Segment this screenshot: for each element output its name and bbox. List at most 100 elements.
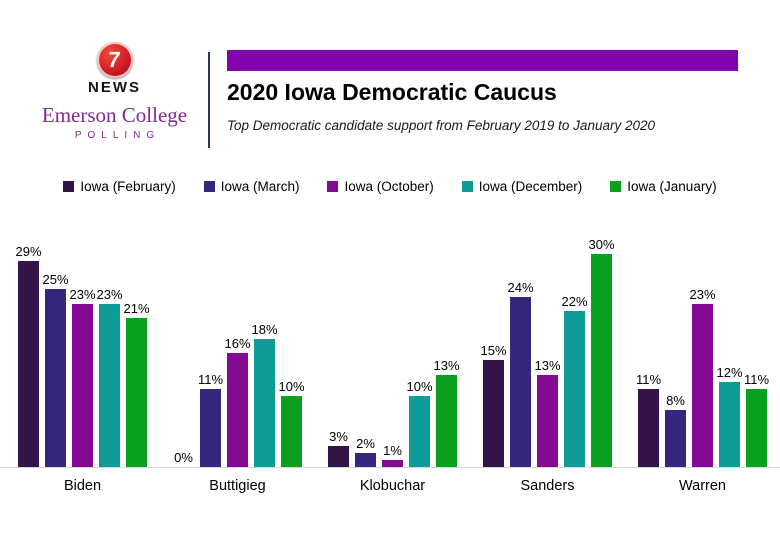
bar-buttigieg-4 (254, 339, 275, 467)
bar-slot: 12% (716, 228, 743, 467)
bar-value-label: 11% (635, 372, 662, 387)
legend-swatch-icon (327, 181, 339, 192)
legend-item: Iowa (October) (327, 179, 434, 194)
bar-warren-2 (665, 410, 686, 467)
bar-value-label: 3% (329, 429, 348, 444)
news7-logo-icon: 7 (96, 42, 133, 78)
bar-value-label: 24% (507, 280, 534, 295)
bar-buttigieg-3 (227, 353, 248, 467)
header-accent-bar (227, 50, 738, 71)
bar-value-label: 10% (278, 379, 305, 394)
news-wordmark: NEWS (88, 79, 141, 96)
category-label: Sanders (520, 478, 575, 494)
bar-group-buttigieg: 0% 11% 16% 18% 10% Buttigieg (173, 228, 305, 500)
bar-value-label: 23% (96, 287, 123, 302)
chart-legend: Iowa (February) Iowa (March) Iowa (October… (0, 179, 780, 194)
legend-label: Iowa (December) (478, 179, 583, 194)
bar-value-label: 11% (197, 372, 224, 387)
bar-value-label: 8% (666, 393, 685, 408)
bar-klobuchar-1 (328, 446, 349, 467)
bar-slot: 11% (635, 228, 662, 467)
bar-slot: 22% (561, 228, 588, 467)
bar-group-bars: 3% 2% 1% 10% 13% (328, 228, 460, 467)
bar-value-label: 10% (406, 379, 433, 394)
bar-slot: 3% (328, 228, 349, 467)
bar-slot: 23% (689, 228, 716, 467)
bar-slot: 16% (224, 228, 251, 467)
page-title: 2020 Iowa Democratic Caucus (227, 79, 557, 105)
bar-group-warren: 11% 8% 23% 12% 11% Warren (635, 228, 769, 500)
bar-slot: 30% (588, 228, 615, 467)
legend-swatch-icon (610, 181, 622, 192)
bar-slot: 23% (69, 228, 96, 467)
bar-slot: 0% (173, 228, 194, 467)
bar-slot: 10% (406, 228, 433, 467)
bar-klobuchar-3 (382, 460, 403, 467)
bar-group-bars: 11% 8% 23% 12% 11% (635, 228, 769, 467)
bar-warren-5 (746, 389, 767, 467)
legend-item: Iowa (February) (63, 179, 176, 194)
bar-slot: 29% (15, 228, 42, 467)
bar-slot: 23% (96, 228, 123, 467)
bar-sanders-4 (564, 311, 585, 467)
legend-item: Iowa (January) (610, 179, 717, 194)
bar-buttigieg-2 (200, 389, 221, 467)
polling-wordmark: POLLING (74, 130, 161, 141)
bar-slot: 11% (197, 228, 224, 467)
bar-sanders-5 (591, 254, 612, 467)
legend-swatch-icon (203, 181, 215, 192)
bar-slot: 13% (534, 228, 561, 467)
bar-slot: 15% (480, 228, 507, 467)
bar-slot: 13% (433, 228, 460, 467)
legend-label: Iowa (February) (80, 179, 176, 194)
bar-slot: 18% (251, 228, 278, 467)
bar-group-bars: 29% 25% 23% 23% 21% (15, 228, 150, 467)
legend-item: Iowa (March) (203, 179, 300, 194)
bar-value-label: 18% (251, 322, 278, 337)
bar-value-label: 13% (534, 358, 561, 373)
legend-swatch-icon (63, 181, 75, 192)
bar-value-label: 21% (123, 301, 150, 316)
bar-biden-5 (126, 318, 147, 467)
bar-klobuchar-5 (436, 375, 457, 467)
bar-biden-3 (72, 304, 93, 467)
bar-warren-3 (692, 304, 713, 467)
vertical-divider (208, 52, 210, 148)
bar-group-bars: 0% 11% 16% 18% 10% (173, 228, 305, 467)
category-label: Biden (63, 478, 102, 494)
bar-value-label: 1% (383, 443, 402, 458)
bar-value-label: 16% (224, 336, 251, 351)
emerson-college-wordmark: Emerson College (41, 103, 188, 127)
page-subtitle: Top Democratic candidate support from Fe… (227, 118, 655, 134)
bar-group-biden: 29% 25% 23% 23% 21% Biden (15, 228, 150, 500)
legend-label: Iowa (October) (344, 179, 434, 194)
bar-value-label: 23% (69, 287, 96, 302)
bar-chart-plot-area: 29% 25% 23% 23% 21% Biden 0% 11% 16% 18% 10% Buttig… (15, 228, 769, 500)
bar-value-label: 25% (42, 272, 69, 287)
bar-value-label: 23% (689, 287, 716, 302)
title-block: 2020 Iowa Democratic Caucus Top Democrat… (227, 50, 738, 133)
bar-slot: 25% (42, 228, 69, 467)
bar-biden-4 (99, 304, 120, 467)
bar-value-label: 13% (433, 358, 460, 373)
bar-klobuchar-2 (355, 453, 376, 467)
bar-slot: 21% (123, 228, 150, 467)
bar-sanders-2 (510, 297, 531, 467)
x-axis-line (0, 467, 780, 468)
legend-label: Iowa (March) (220, 179, 300, 194)
bar-value-label: 30% (588, 237, 615, 252)
news7-logo-number: 7 (107, 47, 122, 72)
bar-value-label: 22% (561, 294, 588, 309)
legend-swatch-icon (461, 181, 473, 192)
bar-klobuchar-4 (409, 396, 430, 467)
bar-slot: 10% (278, 228, 305, 467)
bar-slot: 8% (665, 228, 686, 467)
bar-biden-1 (18, 261, 39, 467)
bar-biden-2 (45, 289, 66, 467)
bar-slot: 11% (744, 228, 769, 467)
bar-sanders-3 (537, 375, 558, 467)
bar-group-bars: 15% 24% 13% 22% 30% (480, 228, 615, 467)
category-label: Klobuchar (359, 478, 426, 494)
legend-item: Iowa (December) (461, 179, 583, 194)
